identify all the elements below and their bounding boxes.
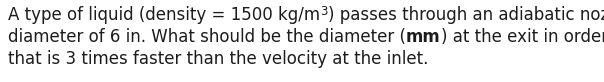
Text: mm: mm <box>406 28 441 46</box>
Text: ) at the exit in order to have a velocity: ) at the exit in order to have a velocit… <box>441 28 604 46</box>
Text: A type of liquid (density = 1500 kg/m: A type of liquid (density = 1500 kg/m <box>8 6 320 24</box>
Text: that is 3 times faster than the velocity at the inlet.: that is 3 times faster than the velocity… <box>8 50 428 68</box>
Text: 3: 3 <box>320 5 327 18</box>
Text: ) passes through an adiabatic nozzle having an inlet: ) passes through an adiabatic nozzle hav… <box>327 6 604 24</box>
Text: diameter of 6 in. What should be the diameter (: diameter of 6 in. What should be the dia… <box>8 28 406 46</box>
